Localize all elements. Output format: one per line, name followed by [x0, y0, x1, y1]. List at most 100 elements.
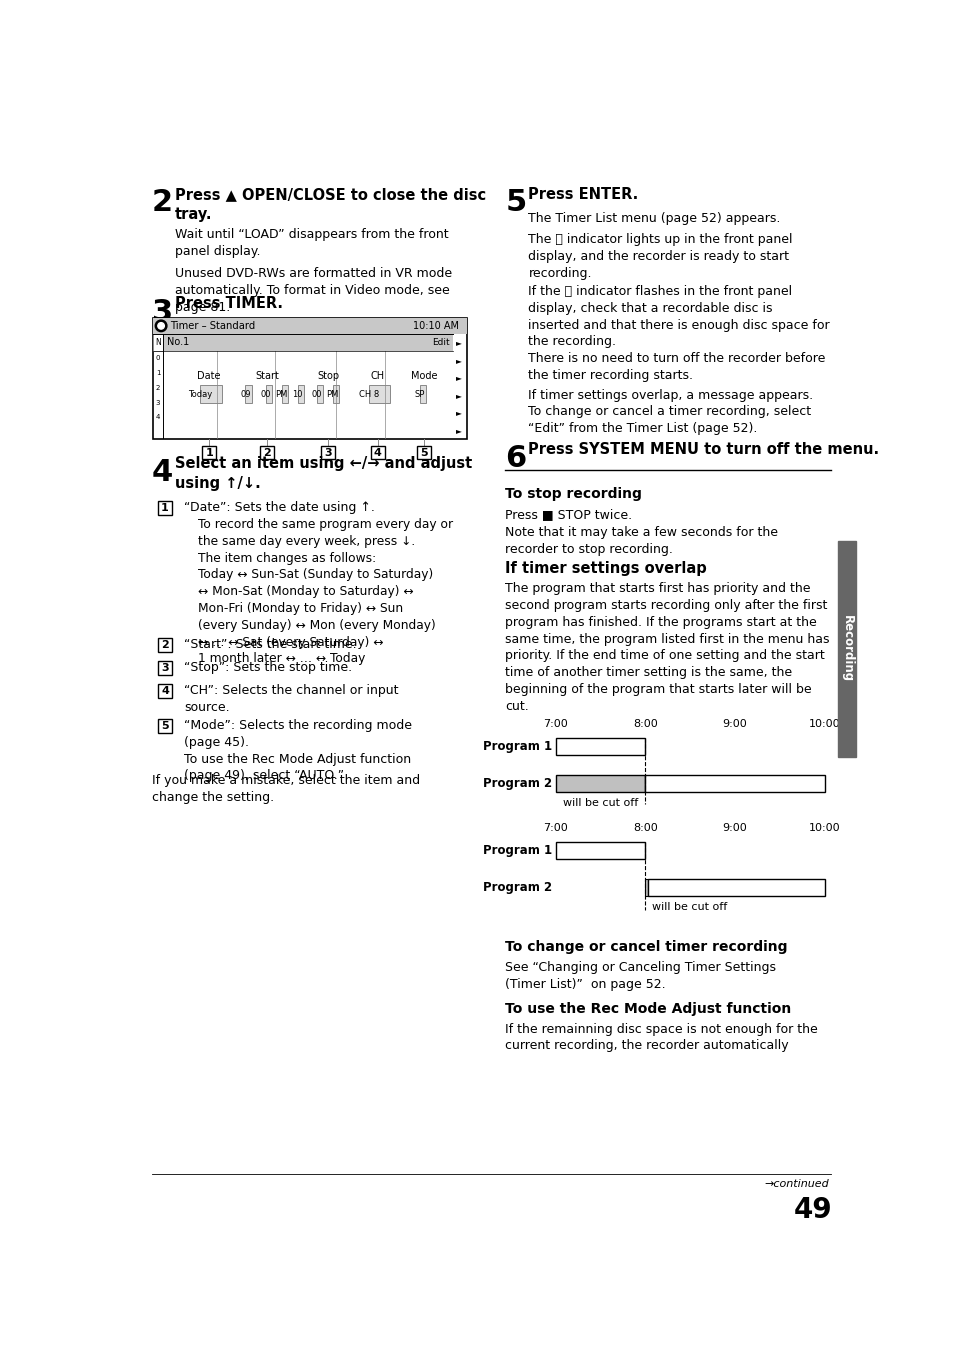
Text: PM: PM	[326, 389, 338, 399]
Bar	[153, 318, 467, 334]
Text: tray.: tray.	[174, 207, 213, 222]
Text: 3: 3	[155, 400, 160, 406]
Text: 0: 0	[155, 356, 160, 361]
Text: 4: 4	[374, 448, 381, 457]
Text: 3: 3	[152, 297, 172, 327]
Bar	[555, 738, 644, 756]
Text: Start: Start	[255, 372, 279, 381]
Text: 9:00: 9:00	[721, 719, 746, 729]
Text: ►: ►	[456, 426, 461, 435]
Text: Date: Date	[197, 372, 221, 381]
Text: ►: ►	[456, 356, 461, 365]
Text: 7:00: 7:00	[542, 719, 567, 729]
Text: To change or cancel timer recording: To change or cancel timer recording	[505, 940, 787, 955]
Text: No.1: No.1	[167, 338, 189, 347]
Bar	[369, 385, 390, 403]
Bar	[260, 446, 274, 460]
Text: Program 2: Program 2	[482, 777, 551, 791]
Text: 09: 09	[240, 389, 251, 399]
Text: Today: Today	[188, 389, 213, 399]
Text: →continued: →continued	[763, 1179, 828, 1188]
Text: To use the Rec Mode Adjust function: To use the Rec Mode Adjust function	[505, 1002, 791, 1015]
Bar	[333, 385, 338, 403]
Text: 2: 2	[263, 448, 271, 457]
Text: 2: 2	[152, 188, 172, 218]
Text: The Timer List menu (page 52) appears.: The Timer List menu (page 52) appears.	[528, 211, 780, 224]
Text: “Stop”: Sets the stop time.: “Stop”: Sets the stop time.	[184, 661, 352, 675]
Text: 3: 3	[161, 662, 169, 673]
Bar	[153, 318, 467, 439]
Text: 2: 2	[155, 385, 160, 391]
Text: 9:00: 9:00	[721, 823, 746, 833]
Bar	[644, 879, 648, 896]
Text: ►: ►	[456, 408, 461, 418]
Bar	[266, 385, 272, 403]
Text: 1: 1	[205, 448, 213, 457]
Text: Timer – Standard: Timer – Standard	[171, 320, 255, 331]
Text: See “Changing or Canceling Timer Settings
(Timer List)”  on page 52.: See “Changing or Canceling Timer Setting…	[505, 961, 776, 991]
Text: 49: 49	[793, 1195, 831, 1224]
Bar	[321, 446, 335, 460]
Bar	[419, 385, 425, 403]
Text: 7:00: 7:00	[542, 823, 567, 833]
Text: Mode: Mode	[411, 372, 437, 381]
Text: CH 8: CH 8	[358, 389, 378, 399]
Bar	[555, 776, 644, 792]
Text: 1: 1	[161, 503, 169, 512]
Text: SP: SP	[415, 389, 425, 399]
Text: 2: 2	[161, 639, 169, 650]
Text: To record the same program every day or
the same day every week, press ↓.
The it: To record the same program every day or …	[198, 518, 453, 665]
Text: ►: ►	[456, 338, 461, 347]
Bar	[158, 638, 172, 652]
Text: ►: ►	[456, 373, 461, 383]
Bar	[316, 385, 322, 403]
Bar	[555, 842, 644, 860]
Text: Stop: Stop	[317, 372, 339, 381]
Text: “Mode”: Selects the recording mode
(page 45).
To use the Rec Mode Adjust functio: “Mode”: Selects the recording mode (page…	[184, 719, 412, 783]
Text: CH: CH	[371, 372, 384, 381]
Text: using ↑/↓.: using ↑/↓.	[174, 476, 260, 491]
Bar	[202, 446, 216, 460]
Text: Edit: Edit	[432, 338, 450, 347]
Bar	[245, 385, 252, 403]
Bar	[281, 385, 288, 403]
Text: Note that it may take a few seconds for the
recorder to stop recording.: Note that it may take a few seconds for …	[505, 526, 778, 556]
Text: 00: 00	[260, 389, 271, 399]
Text: 10:00: 10:00	[808, 719, 840, 729]
Bar	[297, 385, 304, 403]
Text: Press TIMER.: Press TIMER.	[174, 296, 283, 311]
Text: There is no need to turn off the recorder before
the timer recording starts.: There is no need to turn off the recorde…	[528, 352, 825, 381]
Text: ►: ►	[456, 391, 461, 400]
Text: Press SYSTEM MENU to turn off the menu.: Press SYSTEM MENU to turn off the menu.	[528, 442, 879, 457]
Text: Unused DVD-RWs are formatted in VR mode
automatically. To format in Video mode, : Unused DVD-RWs are formatted in VR mode …	[174, 266, 452, 314]
Text: If the ⓣ indicator flashes in the front panel
display, check that a recordable d: If the ⓣ indicator flashes in the front …	[528, 285, 829, 349]
Bar	[200, 385, 222, 403]
Text: The program that starts first has priority and the
second program starts recordi: The program that starts first has priori…	[505, 583, 829, 713]
Text: 5: 5	[420, 448, 428, 457]
Text: Press ENTER.: Press ENTER.	[528, 187, 638, 201]
Text: Press ▲ OPEN/CLOSE to close the disc: Press ▲ OPEN/CLOSE to close the disc	[174, 187, 486, 201]
Text: N: N	[155, 338, 161, 347]
Text: To stop recording: To stop recording	[505, 488, 641, 502]
Text: 10: 10	[293, 389, 303, 399]
Bar	[162, 334, 453, 352]
Text: 00: 00	[311, 389, 321, 399]
Text: 5: 5	[505, 188, 526, 218]
Text: Press ■ STOP twice.: Press ■ STOP twice.	[505, 508, 632, 522]
Bar	[158, 661, 172, 675]
Circle shape	[157, 323, 164, 329]
Text: will be cut off: will be cut off	[652, 902, 727, 913]
Text: Wait until “LOAD” disappears from the front
panel display.: Wait until “LOAD” disappears from the fr…	[174, 228, 448, 258]
Text: 6: 6	[505, 443, 526, 472]
Bar	[371, 446, 384, 460]
Bar	[158, 502, 172, 515]
Bar	[158, 719, 172, 733]
Text: Recording: Recording	[840, 615, 853, 683]
Text: will be cut off: will be cut off	[562, 799, 638, 808]
Text: 4: 4	[152, 458, 172, 487]
Text: If timer settings overlap: If timer settings overlap	[505, 561, 706, 576]
Text: If timer settings overlap, a message appears.
To change or cancel a timer record: If timer settings overlap, a message app…	[528, 388, 813, 435]
Bar	[648, 879, 823, 896]
Bar	[158, 684, 172, 698]
Text: If the remainning disc space is not enough for the
current recording, the record: If the remainning disc space is not enou…	[505, 1022, 817, 1052]
